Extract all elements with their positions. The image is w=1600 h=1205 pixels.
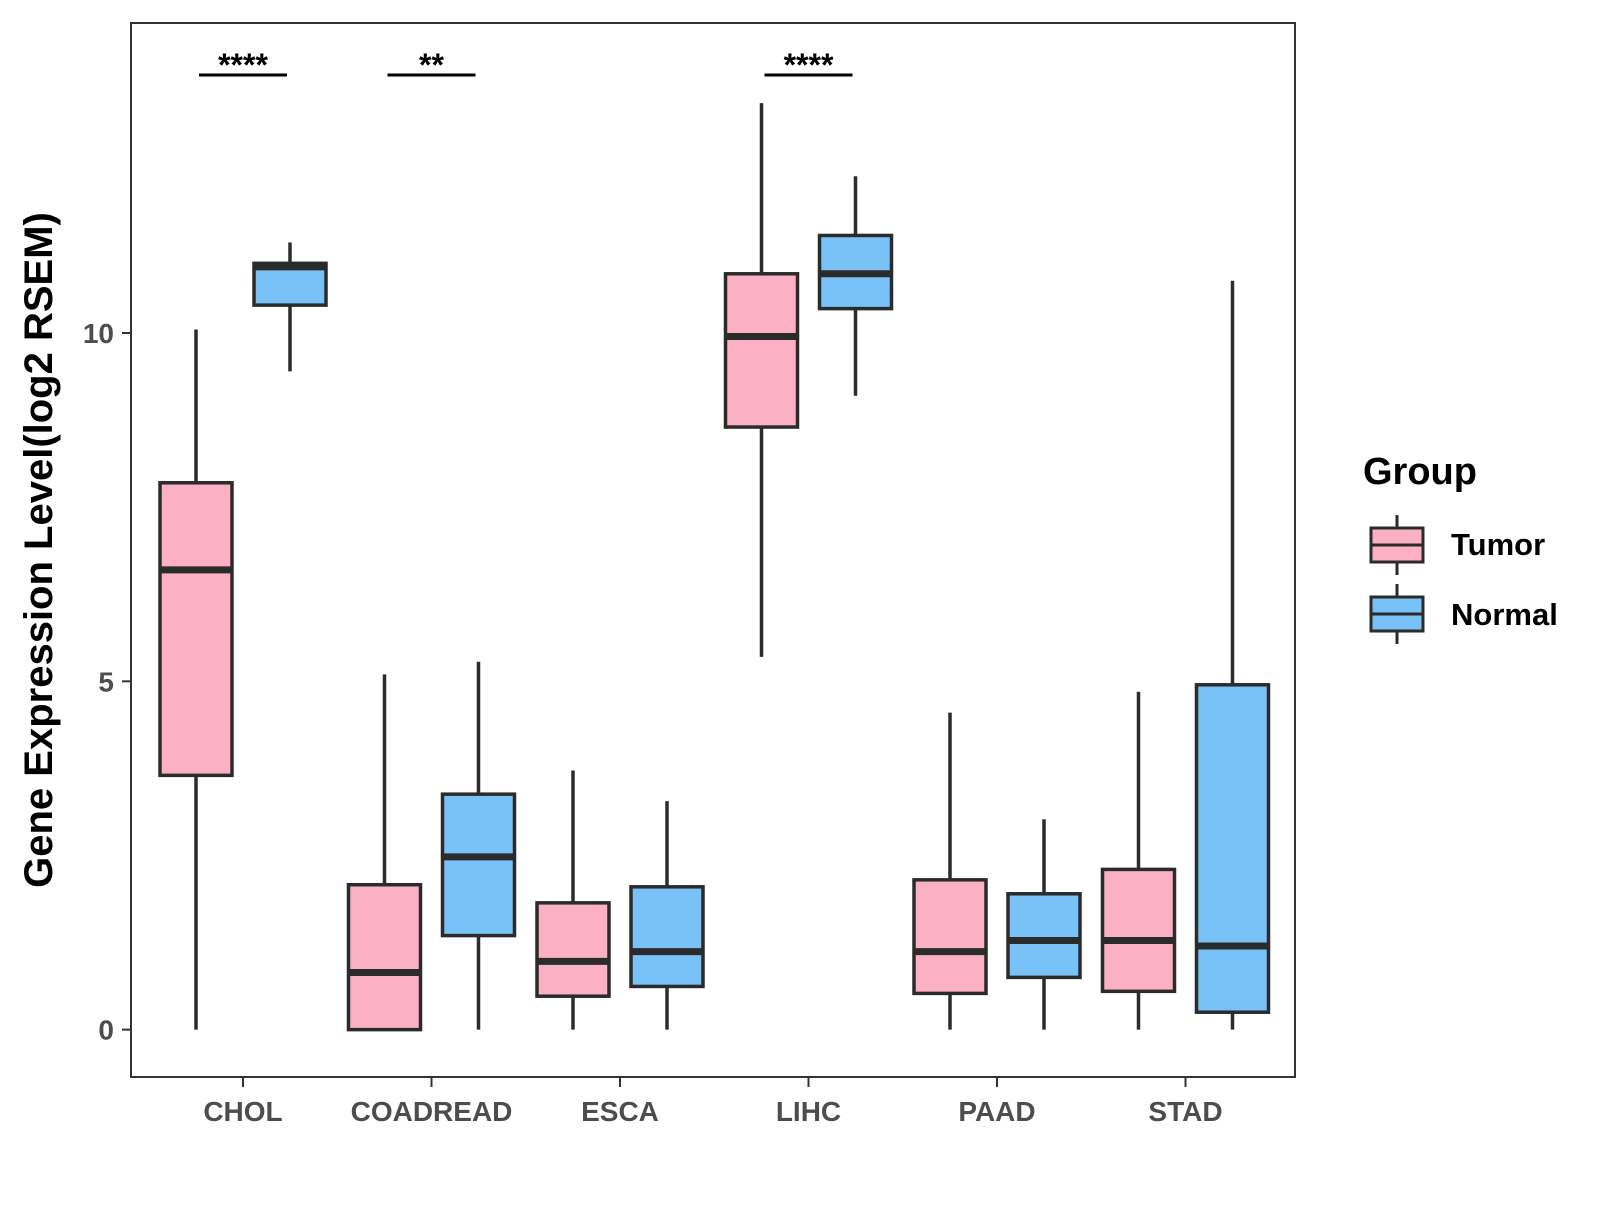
box-iqr-normal-coadread <box>440 792 517 938</box>
y-tick-label-5: 5 <box>98 666 114 697</box>
significance-lihc: **** <box>764 47 853 83</box>
x-tick-label-esca: ESCA <box>581 1096 659 1127</box>
box-normal-esca <box>629 801 705 1030</box>
box-tumor-chol <box>158 329 234 1030</box>
significance-label-lihc: **** <box>784 47 834 83</box>
box-iqr-tumor-paad <box>912 878 988 996</box>
box-tumor-esca <box>535 770 611 1030</box>
box-iqr-tumor-lihc <box>723 272 800 429</box>
box-iqr-tumor-stad <box>1100 867 1177 994</box>
significance-coadread: ** <box>387 47 476 83</box>
legend-label-tumor: Tumor <box>1451 527 1545 562</box>
x-tick-label-stad: STAD <box>1148 1096 1222 1127</box>
legend-title: Group <box>1363 451 1477 493</box>
plot-panel-border <box>130 22 1296 1078</box>
x-tick-label-paad: PAAD <box>958 1096 1035 1127</box>
legend: Group Tumor Normal <box>1363 451 1558 644</box>
x-tick-label-lihc: LIHC <box>776 1096 841 1127</box>
box-tumor-coadread <box>346 674 423 1032</box>
box-iqr-tumor-esca <box>535 901 611 998</box>
legend-label-normal: Normal <box>1451 597 1558 632</box>
y-axis-title: Gene Expression Level(log2 RSEM) <box>17 212 61 888</box>
y-tick-label-10: 10 <box>83 318 114 349</box>
box-iqr-tumor-coadread <box>346 882 423 1032</box>
box-normal-chol <box>252 242 328 372</box>
legend-key-normal <box>1369 584 1425 644</box>
box-iqr-normal-paad <box>1006 892 1082 980</box>
y-tick-label-0: 0 <box>98 1015 114 1046</box>
plot-layer: **** ** **** <box>158 47 1271 1032</box>
box-tumor-paad <box>912 712 988 1030</box>
box-normal-coadread <box>440 661 517 1030</box>
box-normal-stad <box>1194 280 1271 1030</box>
significance-chol: **** <box>199 47 287 83</box>
box-iqr-tumor-chol <box>158 481 234 778</box>
legend-keys <box>1369 515 1425 644</box>
significance-label-chol: **** <box>218 47 268 83</box>
box-iqr-normal-esca <box>629 885 705 989</box>
box-iqr-normal-stad <box>1194 683 1271 1014</box>
box-tumor-lihc <box>723 103 800 657</box>
x-tick-label-chol: CHOL <box>203 1096 282 1127</box>
x-tick-label-coadread: COADREAD <box>351 1096 513 1127</box>
axis-layer: 0 5 10 CHOL COADREAD ESCA LIHC PAAD STAD <box>83 318 1223 1127</box>
box-tumor-stad <box>1100 691 1177 1030</box>
box-normal-paad <box>1006 819 1082 1030</box>
legend-key-tumor <box>1369 515 1425 575</box>
significance-label-coadread: ** <box>419 47 444 83</box>
box-normal-lihc <box>817 176 894 396</box>
